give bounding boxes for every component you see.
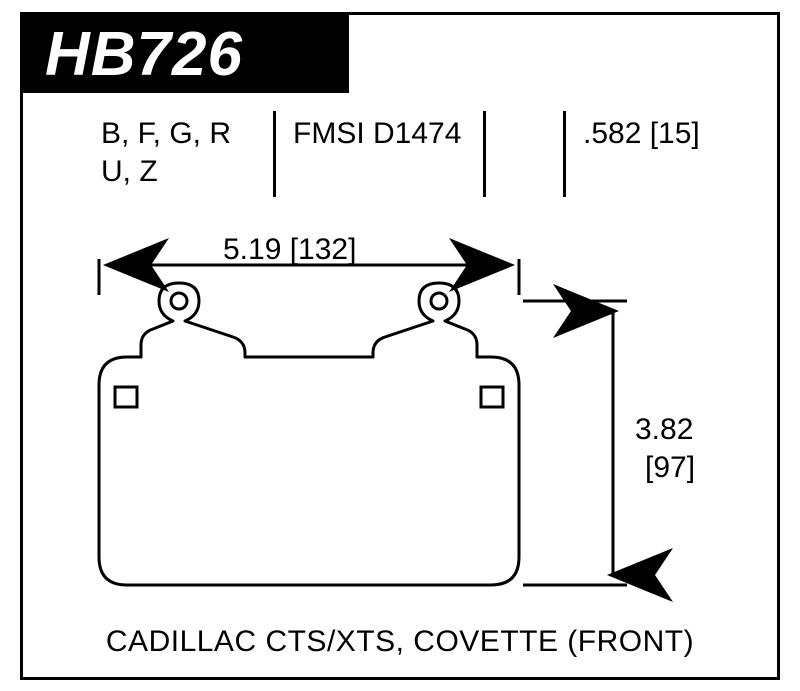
side-notch	[115, 387, 137, 407]
application-text: CADILLAC CTS/XTS, COVETTE (FRONT)	[23, 625, 777, 659]
brake-pad-drawing	[23, 15, 783, 683]
mounting-hole	[171, 293, 187, 309]
side-notch	[481, 387, 503, 407]
diagram-frame: HB726 B, F, G, R U, Z FMSI D1474 .582 [1…	[20, 12, 780, 680]
width-dimension-label: 5.19 [132]	[223, 233, 356, 267]
height-dimension-label-in: 3.82	[635, 413, 693, 447]
mounting-hole	[431, 293, 447, 309]
height-dimension-label-mm: [97]	[645, 451, 695, 485]
brake-pad-outline	[99, 283, 519, 585]
